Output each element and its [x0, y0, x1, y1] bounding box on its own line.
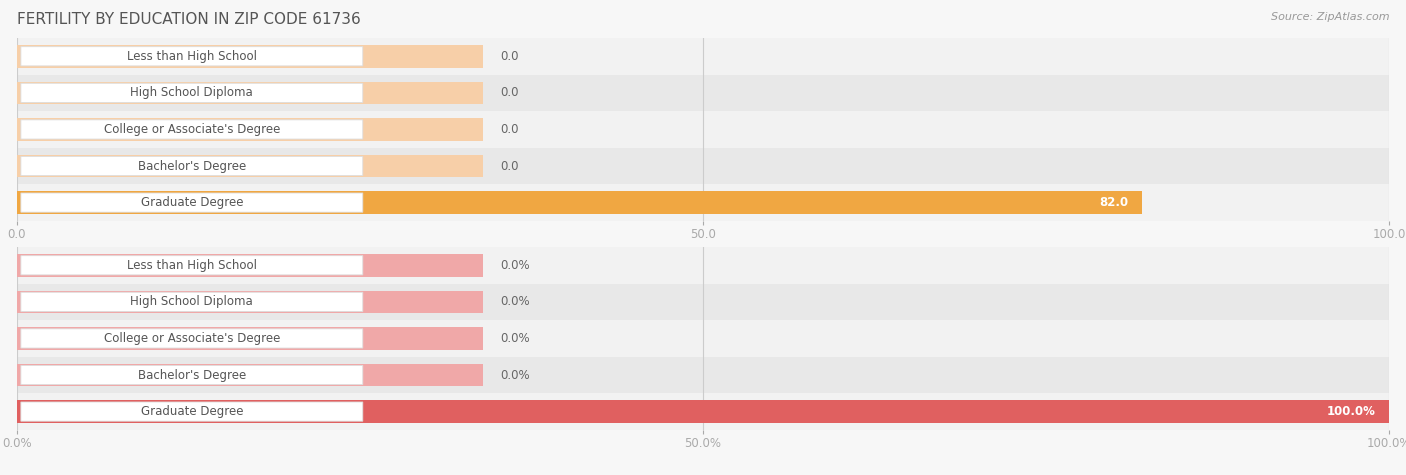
Bar	[17, 75, 1389, 111]
FancyBboxPatch shape	[21, 256, 363, 275]
Text: 100.0%: 100.0%	[1326, 405, 1375, 418]
Text: High School Diploma: High School Diploma	[131, 86, 253, 99]
FancyBboxPatch shape	[21, 83, 363, 103]
FancyBboxPatch shape	[21, 365, 363, 385]
Text: 0.0%: 0.0%	[501, 332, 530, 345]
Text: 0.0: 0.0	[501, 86, 519, 99]
Bar	[17, 400, 1389, 423]
Text: College or Associate's Degree: College or Associate's Degree	[104, 332, 280, 345]
Text: 82.0: 82.0	[1099, 196, 1129, 209]
FancyBboxPatch shape	[21, 47, 363, 66]
FancyBboxPatch shape	[21, 402, 363, 421]
Text: Bachelor's Degree: Bachelor's Degree	[138, 369, 246, 381]
Text: 0.0: 0.0	[501, 160, 519, 172]
Text: Less than High School: Less than High School	[127, 259, 257, 272]
Bar	[17, 38, 1389, 75]
Text: 0.0: 0.0	[501, 123, 519, 136]
Bar	[17, 284, 1389, 320]
Bar	[17, 291, 484, 313]
Bar	[17, 247, 1389, 284]
Text: 0.0%: 0.0%	[501, 295, 530, 308]
Bar	[17, 184, 1389, 221]
Text: Graduate Degree: Graduate Degree	[141, 196, 243, 209]
Text: 0.0%: 0.0%	[501, 259, 530, 272]
Text: College or Associate's Degree: College or Associate's Degree	[104, 123, 280, 136]
FancyBboxPatch shape	[21, 329, 363, 348]
Text: 0.0%: 0.0%	[501, 369, 530, 381]
Bar	[17, 254, 484, 276]
Text: FERTILITY BY EDUCATION IN ZIP CODE 61736: FERTILITY BY EDUCATION IN ZIP CODE 61736	[17, 12, 360, 27]
Bar	[17, 155, 484, 177]
Bar	[17, 111, 1389, 148]
Bar	[17, 45, 484, 67]
Text: High School Diploma: High School Diploma	[131, 295, 253, 308]
Text: Bachelor's Degree: Bachelor's Degree	[138, 160, 246, 172]
Text: 0.0: 0.0	[501, 50, 519, 63]
Text: Graduate Degree: Graduate Degree	[141, 405, 243, 418]
Text: Less than High School: Less than High School	[127, 50, 257, 63]
Bar	[17, 327, 484, 350]
Bar	[17, 191, 1142, 214]
Text: Source: ZipAtlas.com: Source: ZipAtlas.com	[1271, 12, 1389, 22]
Bar	[17, 82, 484, 104]
Bar	[17, 118, 484, 141]
Bar	[17, 393, 1389, 430]
Bar	[17, 148, 1389, 184]
Bar	[17, 357, 1389, 393]
FancyBboxPatch shape	[21, 156, 363, 176]
FancyBboxPatch shape	[21, 193, 363, 212]
FancyBboxPatch shape	[21, 120, 363, 139]
Bar	[17, 320, 1389, 357]
Bar	[17, 364, 484, 386]
FancyBboxPatch shape	[21, 292, 363, 312]
